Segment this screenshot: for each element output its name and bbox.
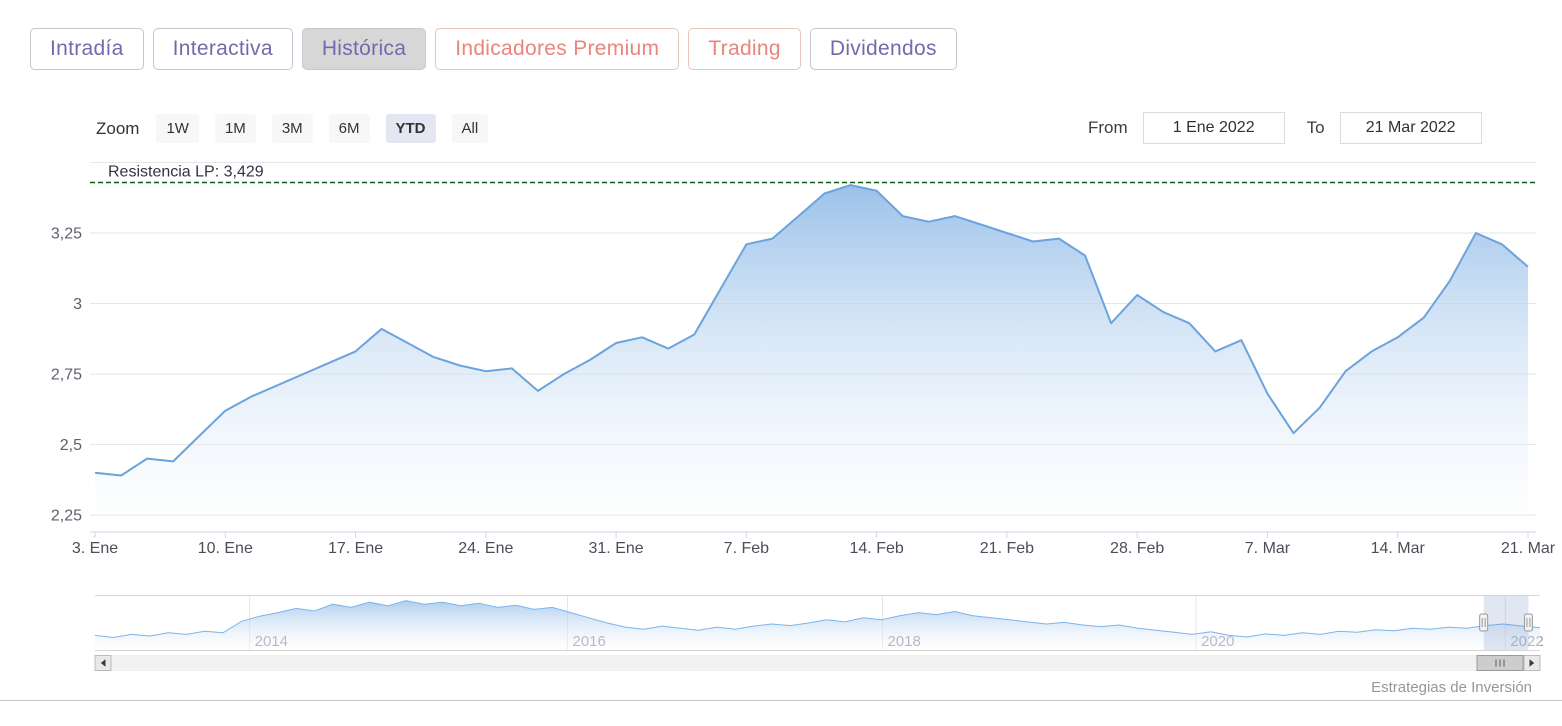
zoom-label: Zoom: [96, 118, 140, 138]
to-label: To: [1306, 118, 1325, 137]
x-axis-label: 21. Mar: [1501, 540, 1556, 557]
scrollbar-right-arrow-icon: [1529, 659, 1535, 667]
tab-interactiva[interactable]: Interactiva: [152, 28, 293, 70]
navigator-line-series: [94, 600, 1541, 639]
to-date-input[interactable]: 21 Mar 2022: [1339, 112, 1482, 144]
x-axis-label: 21. Feb: [980, 540, 1034, 557]
resistance-label: Resistencia LP: 3,429: [108, 164, 264, 181]
x-axis-label: 14. Mar: [1371, 540, 1426, 557]
range-all[interactable]: All: [451, 114, 489, 143]
y-axis-label: 2,25: [51, 508, 82, 525]
y-axis-label: 3,25: [51, 226, 82, 243]
navigator-handle-right[interactable]: [1523, 613, 1533, 632]
navigator-area-series: [95, 600, 1540, 650]
y-axis-label: 3: [73, 296, 82, 313]
tab-indicadores-premium[interactable]: Indicadores Premium: [435, 28, 680, 70]
date-range-controls: From 1 Ene 2022 To 21 Mar 2022: [1088, 112, 1482, 144]
range-6m[interactable]: 6M: [328, 114, 370, 143]
x-axis-label: 14. Feb: [850, 540, 904, 557]
x-axis-label: 24. Ene: [458, 540, 513, 557]
chart-type-tabs: Intradía Interactiva Histórica Indicador…: [30, 28, 957, 70]
from-date-input[interactable]: 1 Ene 2022: [1142, 112, 1285, 144]
scrollbar-track[interactable]: [110, 655, 1525, 671]
x-axis-label: 7. Mar: [1245, 540, 1291, 557]
tab-historica[interactable]: Histórica: [301, 28, 427, 70]
navigator-handle-left[interactable]: [1479, 613, 1489, 632]
price-line-series: [94, 184, 1529, 477]
tab-intradia[interactable]: Intradía: [30, 28, 144, 70]
price-area-series: [95, 185, 1528, 532]
range-selector: Zoom 1W 1M 3M 6M YTD All: [96, 114, 504, 143]
from-label: From: [1088, 118, 1128, 137]
x-axis-label: 10. Ene: [198, 540, 253, 557]
y-axis-label: 2,75: [51, 367, 82, 384]
tab-trading[interactable]: Trading: [688, 28, 801, 70]
bottom-divider: [0, 700, 1562, 701]
x-axis-label: 17. Ene: [328, 540, 383, 557]
range-ytd[interactable]: YTD: [385, 114, 436, 143]
y-axis-label: 2,5: [60, 437, 82, 454]
scrollbar-left-arrow-icon: [100, 659, 106, 667]
range-3m[interactable]: 3M: [271, 114, 313, 143]
chart-credit: Estrategias de Inversión: [1371, 679, 1532, 696]
range-1m[interactable]: 1M: [214, 114, 256, 143]
x-axis-label: 3. Ene: [72, 540, 118, 557]
range-1w[interactable]: 1W: [156, 114, 199, 143]
tab-dividendos[interactable]: Dividendos: [809, 28, 957, 70]
x-axis-label: 7. Feb: [724, 540, 769, 557]
navigator-selected-window[interactable]: [1483, 596, 1529, 650]
x-axis-label: 28. Feb: [1110, 540, 1164, 557]
x-axis-label: 31. Ene: [589, 540, 644, 557]
